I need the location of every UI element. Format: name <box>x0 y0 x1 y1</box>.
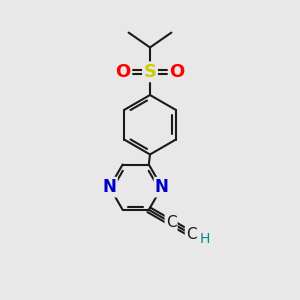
Text: O: O <box>116 63 131 81</box>
Text: O: O <box>169 63 184 81</box>
Text: H: H <box>200 232 210 246</box>
Text: C: C <box>166 215 176 230</box>
Text: N: N <box>103 178 116 196</box>
Text: C: C <box>186 227 196 242</box>
Text: S: S <box>143 63 157 81</box>
Text: N: N <box>155 178 169 196</box>
